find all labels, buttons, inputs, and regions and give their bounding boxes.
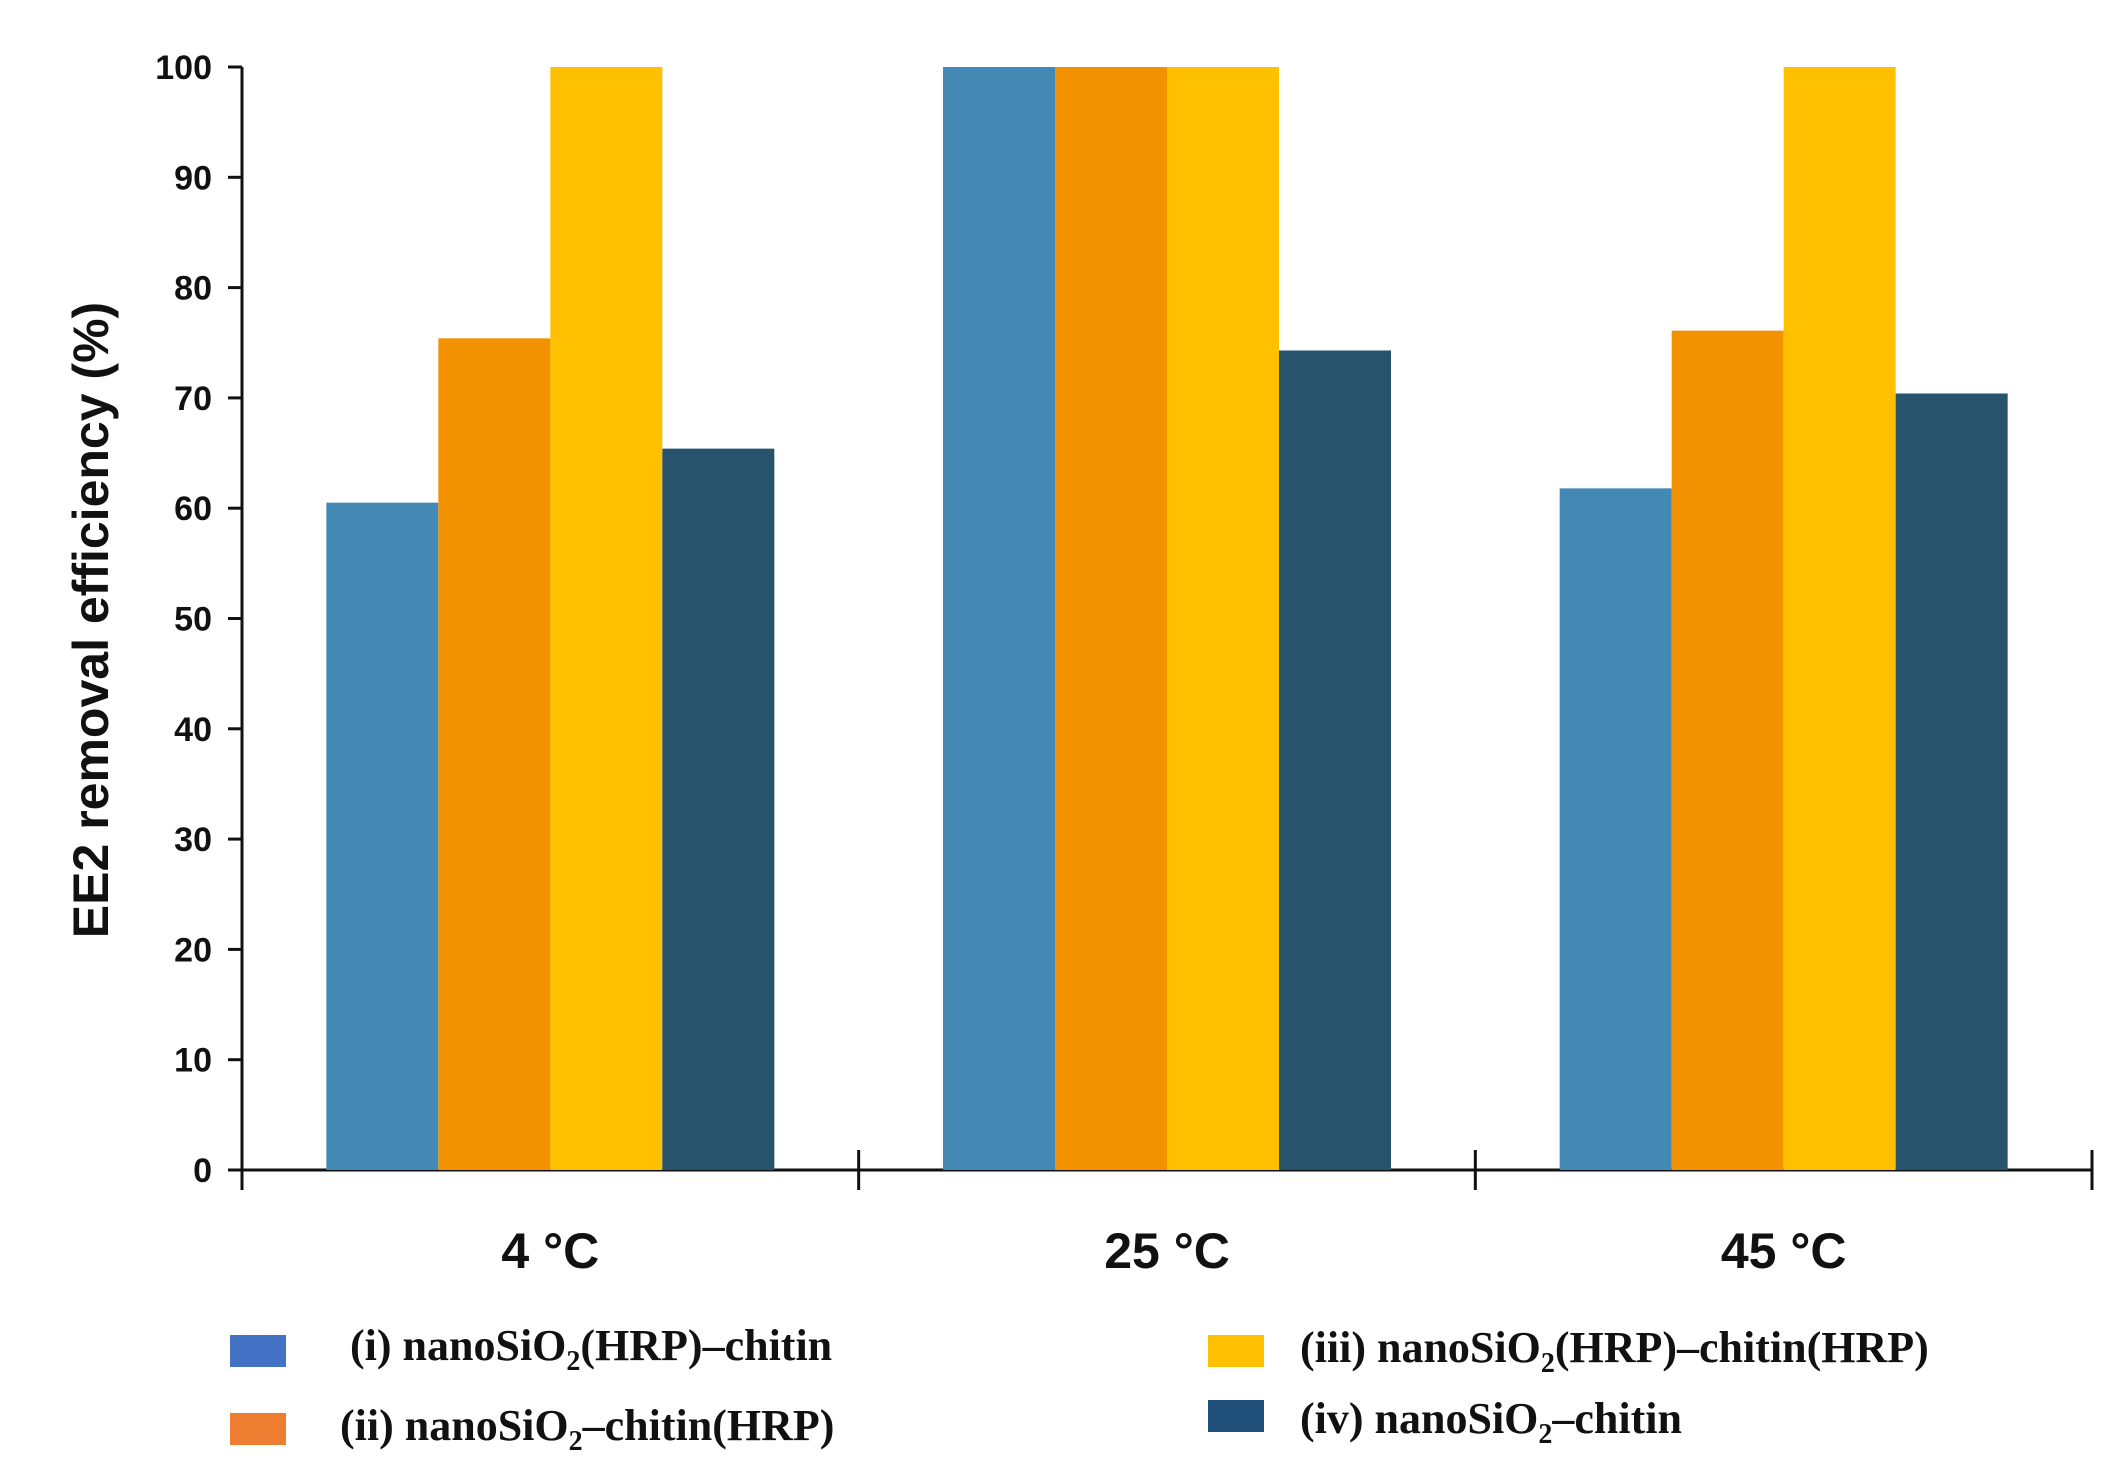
y-tick-label: 30 (174, 821, 212, 859)
x-category-label: 4 °C (501, 1223, 599, 1279)
y-tick-label: 40 (174, 711, 212, 749)
legend-label-4: (iv) nanoSiO2–chitin (1300, 1394, 1682, 1450)
legend-label-1: (i) nanoSiO2(HRP)–chitin (350, 1321, 832, 1377)
y-tick-label: 50 (174, 601, 212, 639)
legend-label-3: (iii) nanoSiO2(HRP)–chitin(HRP) (1300, 1323, 1929, 1379)
bar-series-1-cat-3 (1559, 488, 1672, 1170)
bar-series-2-cat-1 (438, 338, 551, 1170)
bar-series-2-cat-2 (1055, 67, 1167, 1170)
bar-series-3-cat-1 (550, 67, 663, 1170)
bar-series-4-cat-1 (662, 448, 775, 1170)
legend-swatch-1 (230, 1335, 286, 1367)
bar-series-3-cat-3 (1783, 67, 1896, 1170)
y-tick-label: 70 (174, 380, 212, 418)
bars-layer (326, 67, 2008, 1170)
y-tick-label: 60 (174, 490, 212, 528)
y-tick-label: 20 (174, 931, 212, 969)
y-axis-title: EE2 removal efficiency (%) (63, 302, 119, 938)
bar-series-4-cat-2 (1279, 350, 1391, 1170)
legend-swatch-4 (1208, 1400, 1264, 1432)
bar-series-2-cat-3 (1671, 330, 1784, 1170)
x-category-label: 45 °C (1721, 1223, 1847, 1279)
y-tick-label: 100 (155, 49, 212, 87)
legend-swatch-3 (1208, 1335, 1264, 1367)
legend: (i) nanoSiO2(HRP)–chitin (ii) nanoSiO2–ch… (230, 1321, 1929, 1457)
legend-swatch-2 (230, 1413, 286, 1445)
y-tick-label: 10 (174, 1042, 212, 1080)
y-tick-label: 0 (193, 1152, 212, 1190)
x-category-label: 25 °C (1104, 1223, 1230, 1279)
bar-series-3-cat-2 (1167, 67, 1279, 1170)
bar-series-1-cat-1 (326, 502, 439, 1170)
legend-label-2: (ii) nanoSiO2–chitin(HRP) (340, 1401, 834, 1457)
bar-series-1-cat-2 (943, 67, 1055, 1170)
y-tick-label: 80 (174, 270, 212, 308)
y-tick-label: 90 (174, 159, 212, 197)
bar-series-4-cat-3 (1895, 393, 2008, 1170)
labels-layer: 0 10 20 30 40 50 60 70 80 90 100 4 °C 25 °C 45 °C EE2 … (63, 49, 1846, 1279)
